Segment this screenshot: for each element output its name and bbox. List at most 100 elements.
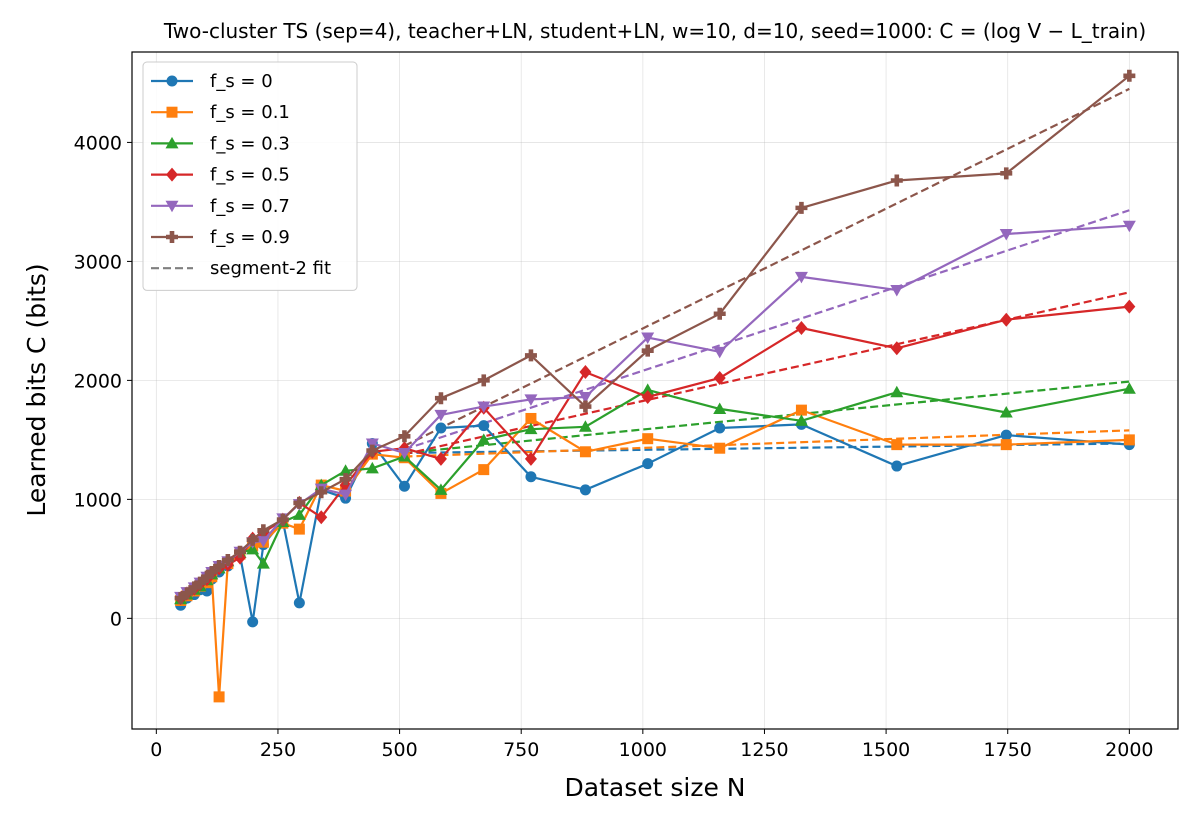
data-point	[434, 409, 448, 422]
data-point	[641, 344, 654, 357]
data-point	[713, 307, 726, 320]
x-tick-label: 750	[503, 739, 539, 761]
data-point	[247, 616, 259, 628]
fit-line-f-s-0-9	[403, 87, 1130, 447]
axis-ticks: 0 250 500 750 1000 1250 1500 1750 2000 0 1000 2000 3…	[74, 132, 1154, 761]
x-tick-label: 500	[381, 739, 417, 761]
fit-line-f-s-0-3	[404, 380, 1130, 455]
data-point	[795, 404, 807, 416]
data-point	[397, 447, 411, 460]
data-point	[1122, 382, 1136, 394]
data-point	[524, 349, 537, 362]
x-tick-label: 0	[150, 739, 162, 761]
y-tick-label: 0	[110, 608, 122, 630]
series-line-f-s-0-5	[180, 305, 1130, 599]
data-point	[339, 489, 353, 502]
data-point	[293, 597, 305, 609]
data-point	[246, 533, 259, 546]
data-point	[315, 486, 328, 499]
fit-line-f-s-0-7	[404, 209, 1130, 451]
data-point	[1122, 220, 1136, 233]
data-point	[579, 484, 591, 496]
data-point	[642, 433, 654, 445]
data-point	[524, 451, 537, 466]
data-point	[213, 559, 226, 572]
data-point	[434, 392, 447, 405]
y-axis-label: Learned bits C (bits)	[22, 263, 51, 516]
series-lines	[174, 69, 1136, 703]
series-f-s-0	[175, 418, 1135, 628]
x-tick-label: 1250	[740, 739, 788, 761]
data-point	[478, 464, 490, 476]
data-point	[188, 581, 201, 594]
data-point	[256, 536, 270, 548]
data-point	[434, 451, 447, 466]
data-point	[578, 420, 592, 432]
data-point	[524, 394, 538, 406]
data-point	[398, 430, 411, 443]
y-tick-label: 1000	[74, 489, 122, 511]
x-axis-label: Dataset size N	[565, 773, 746, 802]
data-point	[293, 496, 306, 509]
data-point	[205, 565, 218, 578]
data-point	[579, 365, 592, 380]
legend-marker	[166, 167, 178, 182]
plot-frame	[131, 51, 1179, 730]
y-tick-label: 4000	[74, 132, 122, 154]
data-point	[525, 412, 537, 424]
data-point	[999, 229, 1013, 241]
series-line-f-s-0-1	[180, 409, 1130, 699]
x-tick-label: 2000	[1105, 739, 1153, 761]
data-point	[1000, 439, 1012, 451]
x-tick-label: 1750	[984, 739, 1032, 761]
data-point	[256, 557, 270, 569]
data-point	[365, 461, 379, 474]
series-line-f-s-0	[179, 423, 1130, 624]
data-point	[1123, 434, 1135, 446]
data-point	[234, 545, 247, 558]
legend-label: f_s = 0.3	[210, 133, 290, 154]
x-tick-label: 250	[260, 739, 296, 761]
fit-line-f-s-0-5	[404, 291, 1130, 456]
data-point	[713, 371, 726, 386]
data-point	[890, 341, 903, 356]
legend-label: f_s = 0.7	[210, 196, 290, 217]
legend-label: f_s = 0	[210, 71, 273, 92]
data-point	[435, 422, 447, 434]
data-point	[713, 402, 727, 414]
legend-marker	[166, 106, 178, 118]
data-point	[1000, 312, 1013, 327]
data-point	[339, 464, 353, 476]
data-point	[795, 321, 808, 336]
data-point	[714, 422, 726, 434]
data-point	[174, 592, 187, 605]
data-point	[213, 691, 225, 703]
data-point	[477, 433, 491, 445]
data-point	[890, 174, 903, 187]
data-point	[578, 392, 592, 404]
data-point	[194, 576, 207, 589]
legend-box	[142, 61, 358, 291]
legend-label: f_s = 0.9	[210, 227, 290, 248]
data-point	[180, 587, 193, 600]
legend-label: f_s = 0.5	[210, 165, 290, 186]
data-point	[200, 570, 213, 583]
data-point	[794, 414, 808, 426]
series-f-s-0-9	[174, 69, 1136, 605]
data-point	[1123, 299, 1136, 314]
data-point	[641, 332, 655, 345]
data-point	[795, 201, 808, 214]
data-point	[524, 422, 538, 435]
legend-label: segment-2 fit	[210, 258, 331, 279]
data-point	[714, 442, 726, 454]
x-tick-label: 1500	[862, 739, 910, 761]
data-point	[398, 480, 410, 492]
y-tick-label: 2000	[74, 370, 122, 392]
legend: f_s = 0 f_s = 0.1 f_s = 0.3 f_s = 0.5 f_s = …	[142, 61, 358, 291]
data-point	[1000, 167, 1013, 180]
data-point	[315, 510, 328, 525]
data-point	[641, 383, 655, 395]
data-point	[579, 446, 591, 458]
data-point	[293, 523, 305, 535]
